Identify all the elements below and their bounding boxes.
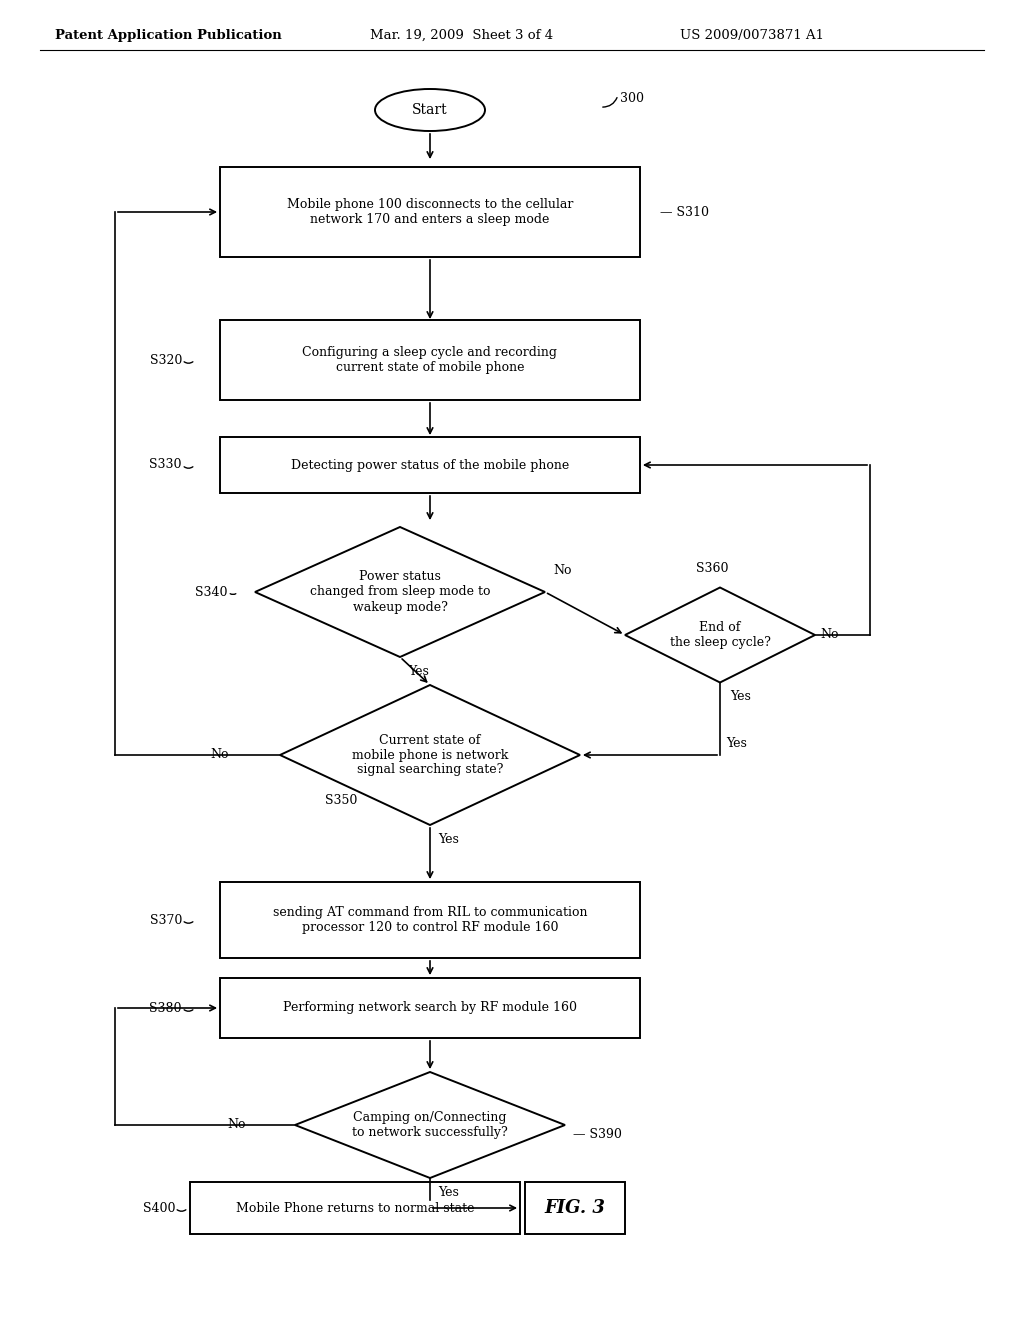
Text: No: No	[820, 628, 839, 642]
Polygon shape	[280, 685, 580, 825]
Text: S350: S350	[325, 793, 357, 807]
Text: Mar. 19, 2009  Sheet 3 of 4: Mar. 19, 2009 Sheet 3 of 4	[370, 29, 553, 41]
Polygon shape	[295, 1072, 565, 1177]
Text: — S310: — S310	[660, 206, 709, 219]
Text: S320: S320	[150, 354, 182, 367]
Text: Detecting power status of the mobile phone: Detecting power status of the mobile pho…	[291, 458, 569, 471]
Bar	[525, 1181, 625, 1234]
Polygon shape	[625, 587, 815, 682]
Text: Yes: Yes	[408, 665, 429, 678]
Text: FIG. 3: FIG. 3	[545, 1199, 605, 1217]
Text: S380: S380	[150, 1002, 182, 1015]
Text: Configuring a sleep cycle and recording
current state of mobile phone: Configuring a sleep cycle and recording …	[302, 346, 557, 374]
Text: Camping on/Connecting
to network successfully?: Camping on/Connecting to network success…	[352, 1111, 508, 1139]
Text: Current state of
mobile phone is network
signal searching state?: Current state of mobile phone is network…	[352, 734, 508, 776]
Text: No: No	[210, 748, 228, 762]
Text: sending AT command from RIL to communication
processor 120 to control RF module : sending AT command from RIL to communica…	[272, 906, 587, 935]
Text: Mobile Phone returns to normal state: Mobile Phone returns to normal state	[236, 1201, 474, 1214]
Text: — S390: — S390	[573, 1129, 622, 1142]
Text: Yes: Yes	[438, 833, 459, 846]
Text: Yes: Yes	[730, 690, 751, 704]
Text: Yes: Yes	[726, 737, 746, 750]
Text: S370: S370	[150, 913, 182, 927]
Text: End of
the sleep cycle?: End of the sleep cycle?	[670, 620, 770, 649]
Bar	[220, 437, 640, 492]
Bar	[220, 168, 640, 257]
Text: Start: Start	[413, 103, 447, 117]
Bar	[220, 882, 640, 958]
Ellipse shape	[375, 88, 485, 131]
Bar	[190, 1181, 520, 1234]
Text: S330: S330	[150, 458, 182, 471]
Text: No: No	[227, 1118, 246, 1131]
Text: No: No	[553, 564, 571, 577]
Text: Mobile phone 100 disconnects to the cellular
network 170 and enters a sleep mode: Mobile phone 100 disconnects to the cell…	[287, 198, 573, 226]
Text: S340: S340	[196, 586, 228, 598]
Text: US 2009/0073871 A1: US 2009/0073871 A1	[680, 29, 824, 41]
Text: 300: 300	[620, 92, 644, 106]
Bar	[220, 319, 640, 400]
Text: S400: S400	[142, 1201, 175, 1214]
Polygon shape	[255, 527, 545, 657]
Text: Performing network search by RF module 160: Performing network search by RF module 1…	[283, 1002, 577, 1015]
Text: Yes: Yes	[438, 1185, 459, 1199]
Text: Patent Application Publication: Patent Application Publication	[55, 29, 282, 41]
Text: S360: S360	[696, 561, 728, 574]
Bar	[220, 978, 640, 1038]
Text: Power status
changed from sleep mode to
wakeup mode?: Power status changed from sleep mode to …	[309, 570, 490, 614]
